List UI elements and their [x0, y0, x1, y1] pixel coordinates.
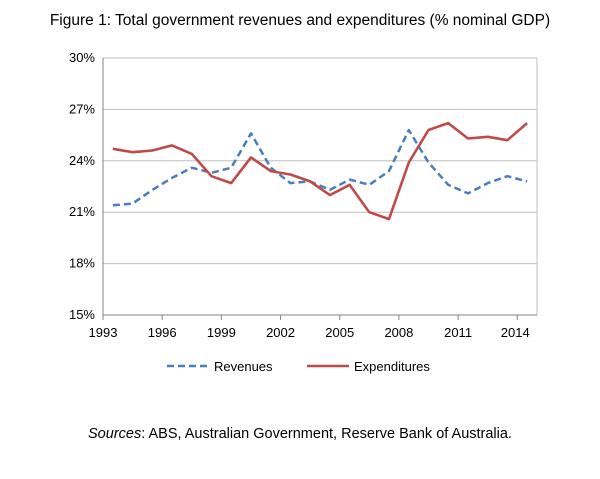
x-tick-label: 2008 [384, 325, 413, 340]
sources-label: Sources [88, 426, 142, 442]
y-tick-label: 21% [69, 204, 95, 219]
y-tick-label: 24% [69, 153, 95, 168]
x-tick-label: 2005 [325, 325, 354, 340]
legend-label-revenues: Revenues [214, 359, 273, 374]
series-line-expenditures [112, 121, 528, 221]
sources-text: : ABS, Australian Government, Reserve Ba… [141, 426, 512, 442]
x-tick-label: 1993 [89, 325, 118, 340]
series-line-revenues [112, 128, 528, 207]
x-tick-label: 2011 [444, 325, 472, 340]
legend-label-expenditures: Expenditures [354, 359, 430, 374]
x-tick-label: 2014 [501, 325, 530, 340]
x-tick-label: 1996 [148, 325, 177, 340]
x-tick-label: 2002 [266, 325, 295, 340]
y-tick-label: 30% [69, 50, 95, 65]
y-tick-label: 18% [69, 256, 95, 271]
sources-note: Sources: ABS, Australian Government, Res… [0, 426, 600, 442]
y-tick-label: 27% [69, 101, 95, 116]
chart-title: Figure 1: Total government revenues and … [49, 12, 551, 29]
x-tick-label: 1999 [207, 325, 236, 340]
y-tick-label: 15% [69, 307, 95, 322]
